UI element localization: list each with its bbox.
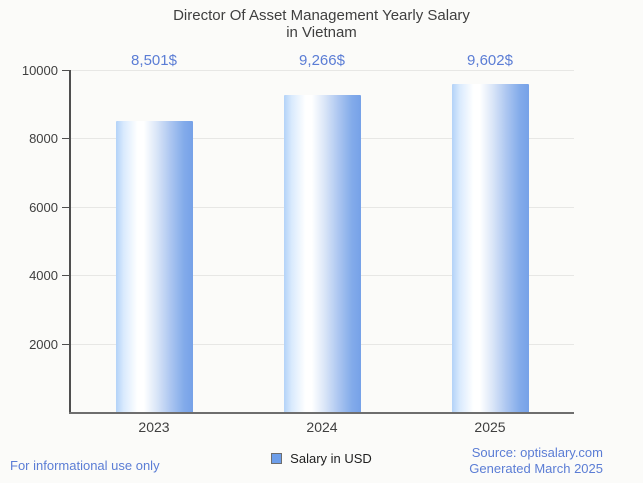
y-tick-mark-10000 [62,70,70,71]
y-axis-tick-label: 4000 [29,268,58,284]
y-tick-mark-6000 [62,206,70,208]
value-label-2024: 9,266$ [299,52,345,69]
y-axis-tick-label: 6000 [29,199,58,215]
y-tick-mark-8000 [62,138,70,140]
generated-line: Generated March 2025 [469,461,603,476]
bar-2023[interactable] [115,121,193,412]
y-axis-tick-label: 10000 [21,63,58,78]
disclaimer-text: For informational use only [10,458,160,473]
bar-2025[interactable] [451,83,529,412]
bar-2024[interactable] [283,95,361,412]
value-label-2023: 8,501$ [131,52,177,69]
source-line: Source: optisalary.com [471,445,603,460]
gridline-10000 [70,70,574,71]
y-axis-line [69,70,71,413]
x-axis-line [69,412,574,414]
x-axis-tick-label: 2024 [306,419,338,435]
x-axis-tick-label: 2025 [474,419,506,435]
y-axis-tick-label: 2000 [29,336,58,352]
y-tick-mark-4000 [62,275,70,277]
legend-label[interactable]: Salary in USD [290,451,372,466]
y-tick-mark-2000 [62,343,70,345]
value-label-2025: 9,602$ [467,52,513,69]
chart-title-line2: in Vietnam [286,24,357,41]
y-axis-tick-label: 8000 [29,131,58,147]
chart-title-line1: Director Of Asset Management Yearly Sala… [173,7,470,24]
legend-swatch-icon[interactable] [271,453,283,464]
source-attribution: Source: optisalary.com Generated March 2… [469,445,603,477]
chart-title: Director Of Asset Management Yearly Sala… [0,7,643,41]
x-axis-tick-label: 2023 [138,419,170,435]
legend: Salary in USD [0,451,643,466]
